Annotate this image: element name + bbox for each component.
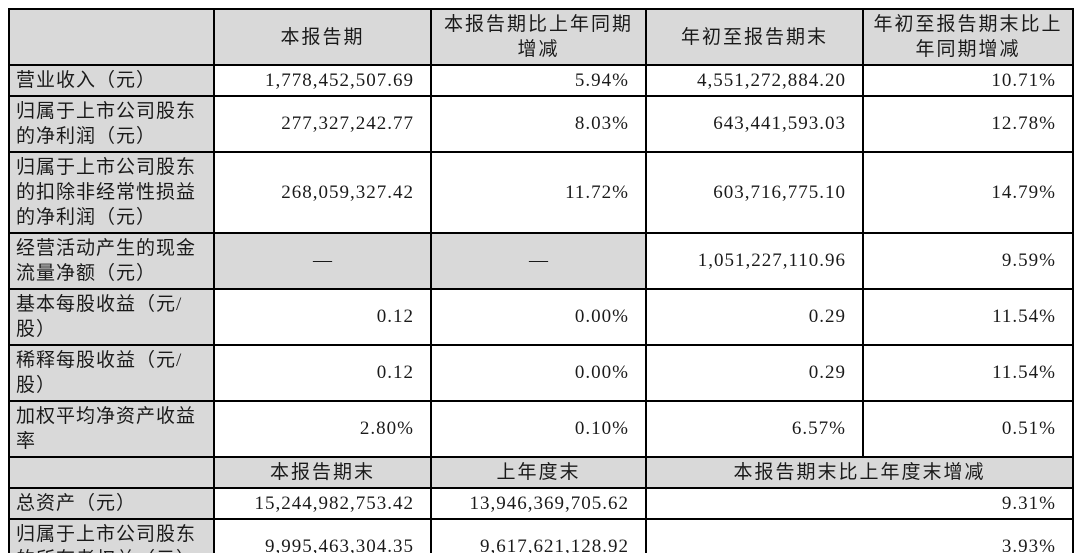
header-ytd-yoy: 年初至报告期末比上 年同期增减 [862,8,1074,66]
cell-diluted-eps-ytd: 0.29 [645,344,864,402]
cell-operating-revenue-current: 1,778,452,507.69 [213,64,432,97]
cell-net-profit-ytd-yoy: 12.78% [862,95,1074,153]
row-label-owners-equity: 归属于上市公司股东 的所有者权益（元） [8,518,215,553]
cell-total-assets-change: 9.31% [645,487,1074,520]
subheader-corner-cell [8,456,215,489]
row-label-diluted-eps: 稀释每股收益（元/ 股） [8,344,215,402]
header-row: 本报告期 本报告期比上年同期 增减 年初至报告期末 年初至报告期末比上 年同期增… [8,8,1074,66]
cell-basic-eps-ytd-yoy: 11.54% [862,288,1074,346]
cell-net-profit-excl-current: 268,059,327.42 [213,151,432,234]
cell-operating-revenue-current-yoy: 5.94% [430,64,647,97]
subheader-prev-year-end: 上年度末 [430,456,647,489]
cell-operating-revenue-ytd: 4,551,272,884.20 [645,64,864,97]
cell-roe-current: 2.80% [213,400,432,458]
cell-basic-eps-current-yoy: 0.00% [430,288,647,346]
cell-net-profit-excl-ytd-yoy: 14.79% [862,151,1074,234]
cell-diluted-eps-current: 0.12 [213,344,432,402]
row-label-net-profit-excl-nonrecurring: 归属于上市公司股东 的扣除非经常性损益 的净利润（元） [8,151,215,234]
cell-cash-flow-ytd: 1,051,227,110.96 [645,232,864,290]
table-row: 基本每股收益（元/ 股） 0.12 0.00% 0.29 11.54% [8,288,1074,346]
cell-roe-ytd: 6.57% [645,400,864,458]
cell-diluted-eps-current-yoy: 0.00% [430,344,647,402]
row-label-total-assets: 总资产（元） [8,487,215,520]
header-corner-cell [8,8,215,66]
cell-basic-eps-current: 0.12 [213,288,432,346]
cell-operating-revenue-ytd-yoy: 10.71% [862,64,1074,97]
table-row: 加权平均净资产收益 率 2.80% 0.10% 6.57% 0.51% [8,400,1074,458]
table-row: 归属于上市公司股东 的净利润（元） 277,327,242.77 8.03% 6… [8,95,1074,153]
cell-net-profit-excl-ytd: 603,716,775.10 [645,151,864,234]
cell-roe-current-yoy: 0.10% [430,400,647,458]
table-row: 归属于上市公司股东 的扣除非经常性损益 的净利润（元） 268,059,327.… [8,151,1074,234]
cell-diluted-eps-ytd-yoy: 11.54% [862,344,1074,402]
cell-net-profit-current-yoy: 8.03% [430,95,647,153]
cell-net-profit-ytd: 643,441,593.03 [645,95,864,153]
cell-total-assets-period-end: 15,244,982,753.42 [213,487,432,520]
cell-basic-eps-ytd: 0.29 [645,288,864,346]
cell-net-profit-current: 277,327,242.77 [213,95,432,153]
cell-roe-ytd-yoy: 0.51% [862,400,1074,458]
row-label-operating-cash-flow: 经营活动产生的现金 流量净额（元） [8,232,215,290]
subheader-row: 本报告期末 上年度末 本报告期末比上年度末增减 [8,456,1074,489]
row-label-weighted-avg-roe: 加权平均净资产收益 率 [8,400,215,458]
row-label-operating-revenue: 营业收入（元） [8,64,215,97]
table-row: 营业收入（元） 1,778,452,507.69 5.94% 4,551,272… [8,64,1074,97]
cell-cash-flow-current-dash: — [213,232,432,290]
header-current-period: 本报告期 [213,8,432,66]
subheader-period-end: 本报告期末 [213,456,432,489]
cell-owners-equity-period-end: 9,995,463,304.35 [213,518,432,553]
subheader-period-end-vs-prev: 本报告期末比上年度末增减 [645,456,1074,489]
table-row: 归属于上市公司股东 的所有者权益（元） 9,995,463,304.35 9,6… [8,518,1074,553]
row-label-basic-eps: 基本每股收益（元/ 股） [8,288,215,346]
table-row: 稀释每股收益（元/ 股） 0.12 0.00% 0.29 11.54% [8,344,1074,402]
table-row: 经营活动产生的现金 流量净额（元） — — 1,051,227,110.96 9… [8,232,1074,290]
row-label-net-profit: 归属于上市公司股东 的净利润（元） [8,95,215,153]
header-current-period-yoy: 本报告期比上年同期 增减 [430,8,647,66]
cell-cash-flow-current-yoy-dash: — [430,232,647,290]
header-ytd: 年初至报告期末 [645,8,864,66]
cell-owners-equity-prev-year-end: 9,617,621,128.92 [430,518,647,553]
cell-owners-equity-change: 3.93% [645,518,1074,553]
financial-summary-table: 本报告期 本报告期比上年同期 增减 年初至报告期末 年初至报告期末比上 年同期增… [8,8,1074,553]
cell-net-profit-excl-current-yoy: 11.72% [430,151,647,234]
cell-cash-flow-ytd-yoy: 9.59% [862,232,1074,290]
cell-total-assets-prev-year-end: 13,946,369,705.62 [430,487,647,520]
table-row: 总资产（元） 15,244,982,753.42 13,946,369,705.… [8,487,1074,520]
